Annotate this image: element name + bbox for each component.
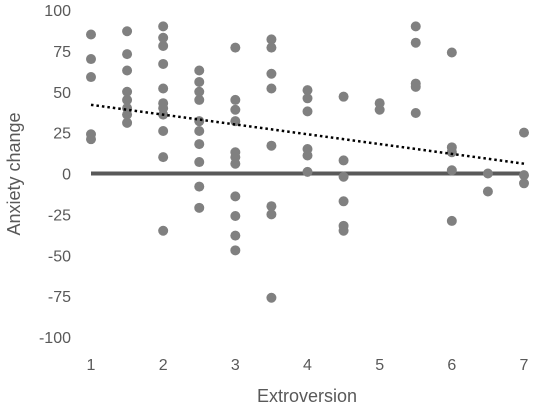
data-point	[519, 178, 529, 189]
data-point	[158, 83, 169, 94]
data-point	[194, 139, 205, 150]
data-point	[446, 147, 457, 158]
data-point	[230, 104, 241, 115]
data-point	[122, 109, 133, 120]
data-point	[230, 230, 241, 241]
data-point	[230, 94, 241, 105]
x-tick-label: 7	[520, 357, 529, 374]
x-axis-tick-labels: 1 2 3 4 5 6 7	[87, 357, 529, 374]
data-point	[194, 86, 205, 97]
data-point	[410, 21, 421, 32]
y-tick-label: 75	[53, 44, 71, 61]
data-point	[266, 209, 277, 220]
data-point	[194, 157, 205, 168]
trend-line	[90, 103, 525, 165]
data-point	[266, 83, 277, 94]
data-point	[302, 106, 313, 117]
data-point	[158, 21, 169, 32]
data-point	[158, 58, 169, 69]
y-tick-label: 100	[44, 3, 71, 20]
data-point	[194, 65, 205, 76]
data-point	[266, 68, 277, 79]
data-point	[194, 116, 205, 127]
data-point	[122, 26, 133, 37]
data-point	[410, 81, 421, 92]
x-axis-title: Extroversion	[257, 386, 357, 406]
data-point	[194, 125, 205, 136]
data-point	[230, 158, 241, 169]
data-point	[158, 125, 169, 136]
data-point	[86, 72, 96, 83]
data-point	[86, 29, 96, 40]
data-point	[266, 34, 277, 45]
data-point	[122, 117, 133, 128]
x-tick-label: 2	[159, 357, 168, 374]
data-point	[266, 140, 277, 151]
data-point	[158, 40, 169, 51]
data-point	[302, 93, 313, 104]
y-tick-label: 25	[53, 126, 71, 143]
x-tick-label: 4	[303, 357, 312, 374]
data-point	[482, 186, 493, 197]
y-axis-tick-labels: 100 75 50 25 0 -25 -50 -75 -100	[39, 3, 71, 347]
data-point	[86, 134, 96, 145]
y-tick-label: -100	[39, 330, 71, 347]
data-point	[158, 152, 169, 163]
y-tick-label: -25	[48, 207, 71, 224]
data-point	[122, 65, 133, 76]
data-point	[302, 85, 313, 96]
data-point	[338, 171, 349, 182]
x-tick-label: 6	[447, 357, 456, 374]
data-point	[266, 201, 277, 212]
data-point	[446, 165, 457, 176]
data-point	[410, 37, 421, 48]
data-point	[194, 202, 205, 213]
data-point	[266, 42, 277, 53]
x-tick-label: 1	[87, 357, 96, 374]
data-point	[230, 42, 241, 53]
x-tick-label: 3	[231, 357, 240, 374]
data-point	[122, 49, 133, 60]
data-point	[230, 211, 241, 222]
y-tick-label: 50	[53, 85, 71, 102]
data-point	[338, 225, 349, 236]
data-point	[230, 245, 241, 256]
data-point	[302, 150, 313, 161]
data-point	[158, 225, 169, 236]
y-tick-label: -50	[48, 248, 71, 265]
data-point	[158, 32, 169, 43]
data-point	[194, 76, 205, 87]
data-point	[446, 215, 457, 226]
data-point	[194, 94, 205, 105]
data-point	[266, 292, 277, 303]
data-point	[122, 94, 133, 105]
data-point	[122, 86, 133, 97]
data-point	[338, 196, 349, 207]
data-point	[446, 47, 457, 58]
y-tick-label: -75	[48, 289, 71, 306]
data-point	[338, 155, 349, 166]
data-point	[519, 170, 529, 181]
data-point	[86, 54, 96, 65]
x-tick-label: 5	[375, 357, 384, 374]
data-point	[230, 191, 241, 202]
data-point	[519, 127, 529, 138]
data-points	[86, 21, 529, 303]
data-point	[194, 181, 205, 192]
y-tick-label: 0	[62, 167, 71, 184]
y-axis-title: Anxiety change	[4, 112, 24, 235]
data-point	[410, 108, 421, 119]
data-point	[338, 91, 349, 102]
data-point	[482, 168, 493, 179]
data-point	[374, 104, 385, 115]
data-point	[302, 166, 313, 177]
